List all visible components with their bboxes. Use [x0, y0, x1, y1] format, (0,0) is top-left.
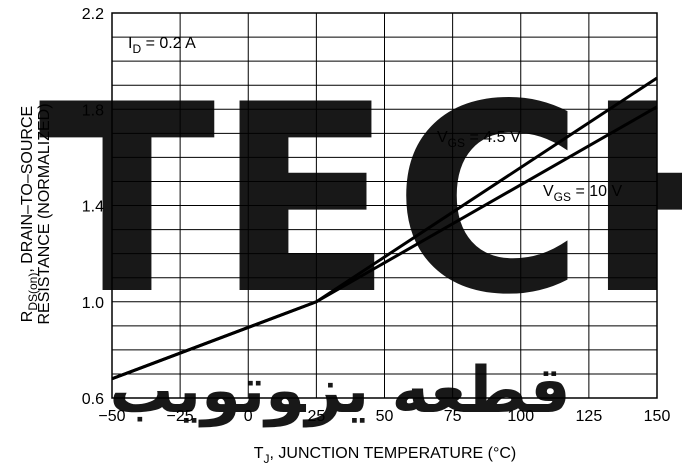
y-tick-label: 1.8	[82, 102, 104, 119]
x-tick-label: 150	[644, 408, 671, 425]
watermark-script: ﻗﻄﻌﻪ ﯾﺰﻮﺗﻮﯾﺐ	[109, 354, 570, 428]
watermark-text: TECH	[38, 50, 682, 352]
condition-label: ID = 0.2 A	[128, 35, 196, 56]
y-tick-label: 1.4	[82, 199, 104, 216]
x-tick-label: 75	[444, 408, 462, 425]
y-tick-label: 0.6	[82, 391, 104, 408]
series-label-vgs-4-5: VGS = 4.5 V	[437, 129, 521, 150]
x-tick-label: 100	[507, 408, 534, 425]
x-axis-label: TJ, JUNCTION TEMPERATURE (°C)	[254, 445, 516, 466]
x-tick-labels: −50 −25 0 25 50 75 100 125 150	[98, 408, 670, 425]
y-axis-label-line2: RESISTANCE (NORMALIZED)	[36, 103, 53, 324]
series-lines	[111, 76, 658, 381]
plot-frame	[111, 12, 658, 399]
series-line-1	[111, 105, 658, 381]
x-tick-label: 125	[576, 408, 603, 425]
y-tick-label: 2.2	[82, 6, 104, 23]
x-tick-label: 0	[244, 408, 253, 425]
x-tick-label: −50	[98, 408, 125, 425]
y-axis-label: RDS(on), DRAIN–TO–SOURCE RESISTANCE (NOR…	[19, 103, 53, 324]
y-tick-label: 1.0	[82, 295, 104, 312]
x-tick-label: 25	[307, 408, 325, 425]
y-axis-label-line1: RDS(on), DRAIN–TO–SOURCE	[19, 106, 40, 322]
series-label-vgs-10: VGS = 10 V	[543, 183, 622, 204]
y-tick-labels: 0.6 1.0 1.4 1.8 2.2	[82, 6, 104, 408]
x-tick-label: −25	[167, 408, 194, 425]
x-tick-label: 50	[376, 408, 394, 425]
